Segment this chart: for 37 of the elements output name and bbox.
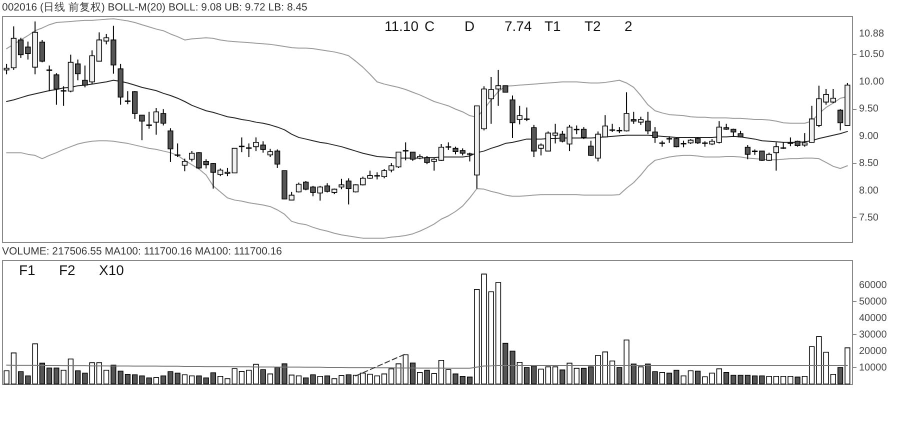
chart-title: VOLUME: 217506.55 MA100: 111700.16 MA100: 111700.16 [2, 246, 282, 258]
y-tick-label: 8.50 [859, 158, 879, 170]
annotation: 7.74 [504, 18, 532, 34]
y-tick-label: 10.50 [859, 49, 884, 60]
annotation: 11.10 [384, 18, 419, 34]
annotation: T2 [584, 18, 602, 34]
y-tick-label: 8.00 [859, 185, 879, 196]
annotation: X10 [99, 262, 124, 278]
y-tick-label: 50000 [859, 296, 888, 308]
y-tick-label: 10000 [859, 362, 888, 374]
candlestick [4, 63, 10, 75]
candlestick [54, 72, 60, 106]
candlestick [146, 111, 152, 130]
candlestick [182, 158, 188, 172]
candlestick [174, 142, 180, 158]
y-tick-label: 10.00 [859, 76, 884, 88]
chart-title: 002016 (日线 前复权) BOLL-M(20) BOLL: 9.08 UB: 9.72 LB: 8.45 [2, 0, 308, 14]
annotation: F1 [19, 262, 36, 278]
y-tick-label: 10.88 [859, 28, 884, 40]
y-tick-label: 60000 [859, 280, 888, 291]
annotation: T1 [544, 18, 562, 34]
y-tick-label: 30000 [859, 329, 888, 340]
y-tick-label: 40000 [859, 312, 888, 324]
candlestick [46, 65, 52, 92]
annotation: F2 [59, 262, 76, 278]
y-tick-label: 20000 [859, 346, 888, 357]
annotation: C [424, 18, 435, 34]
candlestick [139, 114, 145, 141]
y-tick-label: 9.50 [859, 104, 879, 115]
y-tick-label: 9.00 [859, 130, 879, 142]
annotation: D [464, 18, 475, 34]
candlestick [652, 126, 658, 144]
line-series [6, 140, 848, 239]
annotation: 2 [624, 18, 632, 34]
y-tick-label: 7.50 [859, 212, 879, 224]
candlestick [168, 128, 174, 162]
candlestick [402, 142, 408, 161]
